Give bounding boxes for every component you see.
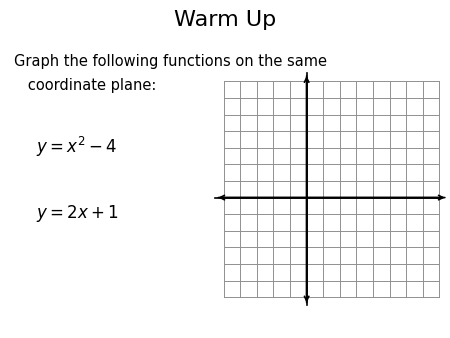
Text: Warm Up: Warm Up [174, 10, 276, 30]
Text: $y = 2x + 1$: $y = 2x + 1$ [36, 203, 119, 224]
Text: coordinate plane:: coordinate plane: [14, 78, 156, 93]
Text: Graph the following functions on the same: Graph the following functions on the sam… [14, 54, 327, 69]
Text: $y = x^2 - 4$: $y = x^2 - 4$ [36, 135, 117, 159]
